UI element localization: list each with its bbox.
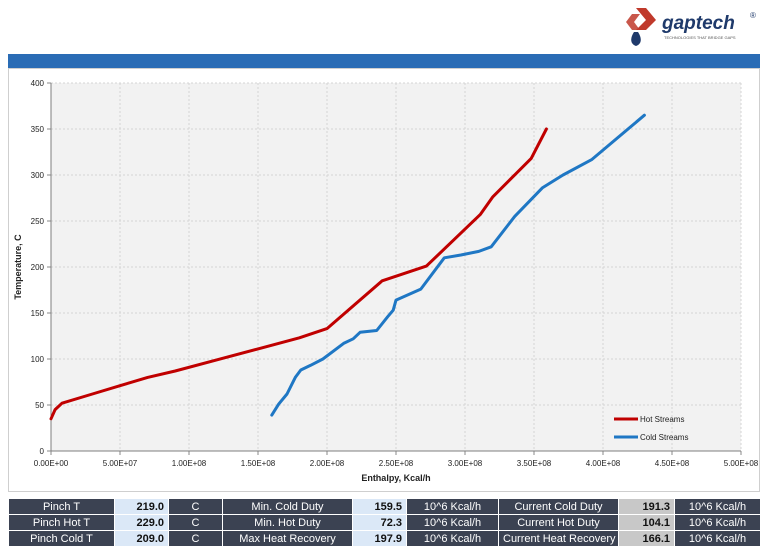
- summary-label-cell: Pinch Hot T: [8, 514, 115, 531]
- x-axis-title: Enthalpy, Kcal/h: [361, 473, 430, 483]
- summary-value-cell: 159.5: [352, 498, 407, 515]
- summary-value-cell: 72.3: [352, 514, 407, 531]
- summary-value-cell: 209.0: [114, 530, 169, 547]
- summary-value-cell: 219.0: [114, 498, 169, 515]
- summary-label-cell: 10^6 Kcal/h: [406, 514, 499, 531]
- summary-label-cell: Min. Cold Duty: [222, 498, 353, 515]
- summary-label-cell: Current Cold Duty: [498, 498, 619, 515]
- y-tick-label: 350: [31, 125, 45, 134]
- summary-label-cell: 10^6 Kcal/h: [674, 530, 761, 547]
- summary-label-cell: 10^6 Kcal/h: [406, 498, 499, 515]
- summary-label-cell: Pinch T: [8, 498, 115, 515]
- x-tick-label: 3.00E+08: [448, 459, 483, 468]
- summary-value-cell: 229.0: [114, 514, 169, 531]
- summary-label-cell: C: [168, 498, 223, 515]
- summary-value-cell: 104.1: [618, 514, 675, 531]
- y-tick-label: 300: [31, 171, 45, 180]
- y-tick-label: 150: [31, 309, 45, 318]
- x-tick-label: 1.00E+08: [172, 459, 207, 468]
- x-tick-label: 1.50E+08: [241, 459, 276, 468]
- summary-label-cell: 10^6 Kcal/h: [674, 514, 761, 531]
- summary-label-cell: Pinch Cold T: [8, 530, 115, 547]
- x-tick-label: 2.00E+08: [310, 459, 345, 468]
- y-tick-label: 400: [31, 79, 45, 88]
- pinch-summary-table: Pinch T 219.0 C Min. Cold Duty 159.5 10^6 Kca…: [8, 498, 761, 547]
- summary-value-cell: 166.1: [618, 530, 675, 547]
- summary-row: Pinch Hot T 229.0 C Min. Hot Duty 72.3 10^6 K…: [8, 514, 761, 531]
- summary-label-cell: 10^6 Kcal/h: [674, 498, 761, 515]
- summary-label-cell: Current Heat Recovery: [498, 530, 619, 547]
- page-header: gaptech ® TECHNOLOGIES THAT BRIDGE GAPS: [0, 0, 768, 54]
- header-accent-bar: [8, 54, 760, 68]
- x-tick-label: 4.00E+08: [586, 459, 621, 468]
- y-tick-label: 200: [31, 263, 45, 272]
- summary-row: Pinch T 219.0 C Min. Cold Duty 159.5 10^6 Kca…: [8, 498, 761, 515]
- summary-label-cell: Current Hot Duty: [498, 514, 619, 531]
- brand-logo: gaptech ® TECHNOLOGIES THAT BRIDGE GAPS: [626, 8, 756, 46]
- y-tick-label: 50: [35, 401, 44, 410]
- chart-area: 0.00E+00 5.00E+07 1.00E+08 1.50E+08 2.00E+08…: [8, 68, 760, 492]
- legend-label: Cold Streams: [640, 433, 688, 442]
- brand-tagline: TECHNOLOGIES THAT BRIDGE GAPS: [664, 35, 736, 40]
- summary-label-cell: 10^6 Kcal/h: [406, 530, 499, 547]
- gaptech-mark-icon: [626, 8, 656, 46]
- summary-row: Pinch Cold T 209.0 C Max Heat Recovery 197.9…: [8, 530, 761, 547]
- x-tick-label: 5.00E+08: [724, 459, 759, 468]
- y-tick-label: 250: [31, 217, 45, 226]
- summary-label-cell: C: [168, 530, 223, 547]
- x-tick-label: 2.50E+08: [379, 459, 414, 468]
- cold-streams-line: [270, 113, 646, 417]
- y-tick-label: 0: [40, 447, 45, 456]
- summary-value-cell: 197.9: [352, 530, 407, 547]
- y-tick-label: 100: [31, 355, 45, 364]
- brand-registered-mark: ®: [750, 11, 756, 20]
- hot-streams-line: [49, 127, 548, 421]
- composite-curves-chart: 0.00E+00 5.00E+07 1.00E+08 1.50E+08 2.00E+08…: [13, 79, 759, 483]
- x-tick-label: 3.50E+08: [517, 459, 552, 468]
- legend-label: Hot Streams: [640, 415, 684, 424]
- y-axis-title: Temperature, C: [13, 234, 23, 300]
- summary-label-cell: Max Heat Recovery: [222, 530, 353, 547]
- summary-value-cell: 191.3: [618, 498, 675, 515]
- brand-name: gaptech: [661, 13, 735, 34]
- x-tick-label: 0.00E+00: [34, 459, 69, 468]
- x-tick-label: 5.00E+07: [103, 459, 138, 468]
- x-tick-label: 4.50E+08: [655, 459, 690, 468]
- summary-label-cell: C: [168, 514, 223, 531]
- summary-label-cell: Min. Hot Duty: [222, 514, 353, 531]
